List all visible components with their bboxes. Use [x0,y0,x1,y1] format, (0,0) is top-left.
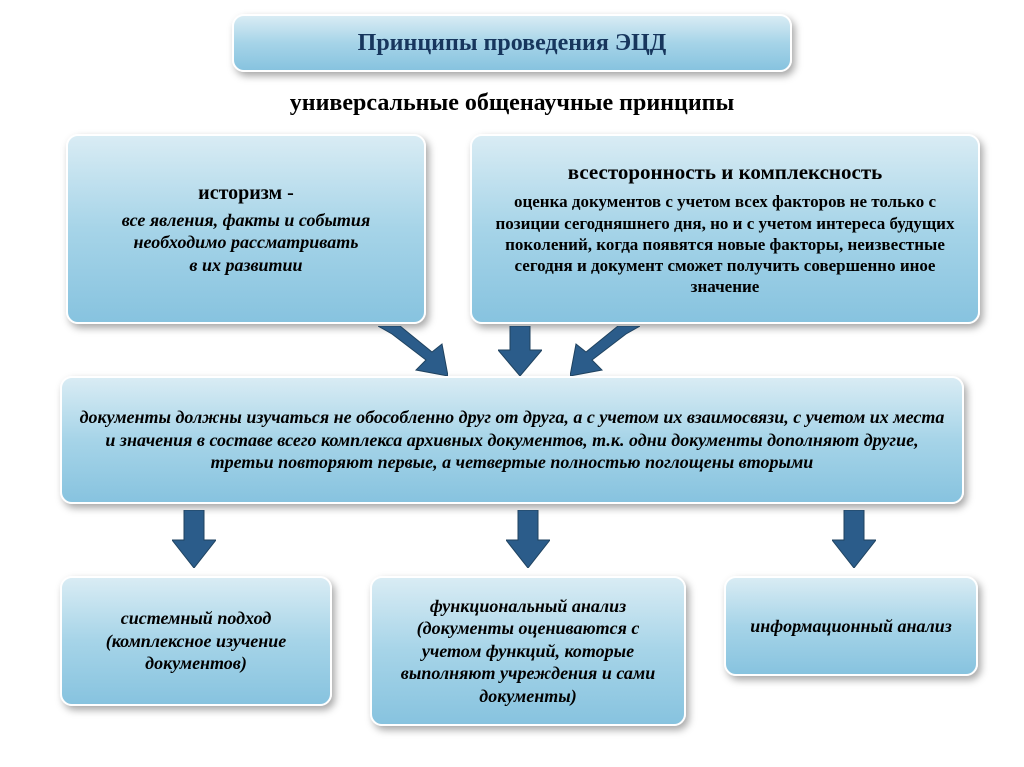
principle-comprehensiveness: всесторонность и комплексность оценка до… [470,134,980,324]
arrow-center-to-middle [498,326,542,376]
title-box: Принципы проведения ЭЦД [232,14,792,72]
arrow-to-bottom1 [172,510,216,568]
subtitle: универсальные общенаучные принципы [0,90,1024,117]
arrow-right-to-middle [570,326,640,376]
arrow-left-to-middle [378,326,448,376]
bottom2-text: функциональный анализ (документы оценива… [386,595,670,708]
historism-body: все явления, факты и события необходимо … [82,209,410,277]
comprehensiveness-header: всесторонность и комплексность [568,160,883,185]
arrow-to-bottom3 [832,510,876,568]
principle-historism: историзм - все явления, факты и события … [66,134,426,324]
middle-text: документы должны изучаться не обособленн… [76,406,948,474]
bottom-informational-analysis: информационный анализ [724,576,978,676]
middle-statement: документы должны изучаться не обособленн… [60,376,964,504]
bottom-functional-analysis: функциональный анализ (документы оценива… [370,576,686,726]
historism-header: историзм - [198,182,294,205]
bottom1-text: системный подход (комплексное изучение д… [76,607,316,675]
bottom-systemic-approach: системный подход (комплексное изучение д… [60,576,332,706]
title-text: Принципы проведения ЭЦД [358,30,667,57]
bottom3-text: информационный анализ [750,615,952,638]
arrow-to-bottom2 [506,510,550,568]
comprehensiveness-body: оценка документов с учетом всех факторов… [486,191,964,297]
